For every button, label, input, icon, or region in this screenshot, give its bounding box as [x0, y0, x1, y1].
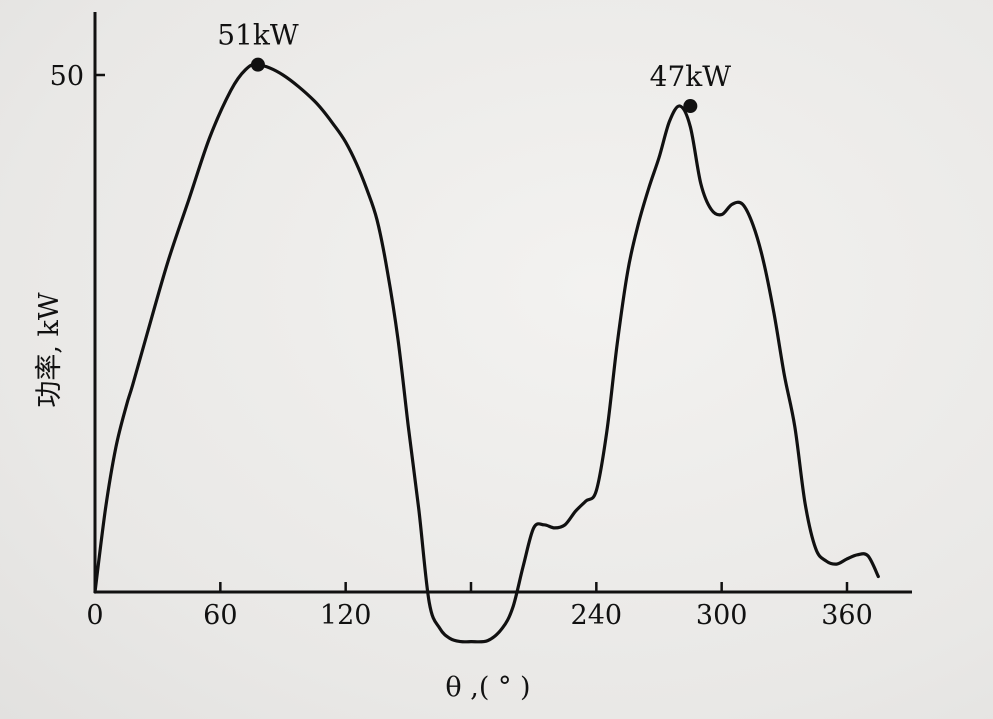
x-tick-label: 60	[203, 600, 237, 631]
peak-label: 51kW	[217, 19, 299, 52]
x-tick-label: 0	[86, 600, 103, 631]
x-tick-label: 240	[571, 600, 623, 631]
x-ticks: 0 60 120 240 300 360	[86, 582, 873, 631]
x-tick-label: 120	[320, 600, 372, 631]
x-axis-label: θ ,( ° )	[445, 672, 530, 703]
power-curve-line	[93, 62, 880, 644]
peak-annotations: 51kW 47kW	[217, 19, 732, 114]
y-axis-label: 功率, kW	[34, 292, 65, 408]
x-tick-label: 360	[821, 600, 873, 631]
x-tick-label: 300	[696, 600, 748, 631]
peak-marker	[250, 57, 265, 72]
peak-label: 47kW	[650, 60, 732, 93]
peak-marker	[683, 99, 698, 114]
y-tick-label: 50	[50, 61, 84, 92]
y-ticks: 50	[50, 61, 105, 92]
